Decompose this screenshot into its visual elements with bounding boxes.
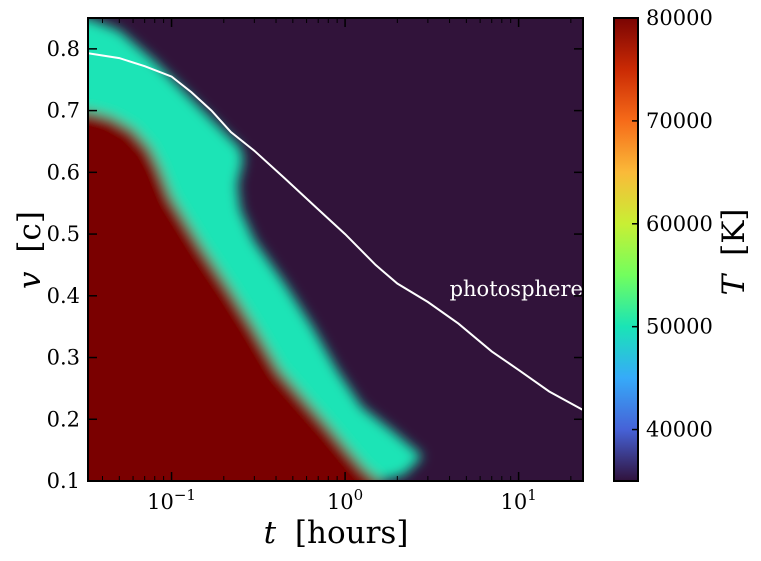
x-tick-label: 100 — [327, 486, 363, 514]
colorbar-tick-label: 50000 — [646, 315, 713, 339]
y-axis-label-unit: [c] — [12, 211, 48, 253]
colorbar-gradient — [614, 18, 638, 481]
colorbar-tick-label: 70000 — [646, 109, 713, 133]
y-tick-label: 0.6 — [47, 160, 80, 184]
x-tick-exponent: 0 — [354, 486, 364, 504]
photosphere-line — [88, 52, 583, 411]
x-tick-exponent: −1 — [174, 486, 196, 504]
y-axis-label-var: v — [12, 271, 48, 289]
y-tick-label: 0.3 — [47, 346, 80, 370]
colorbar-tick-label: 80000 — [646, 6, 713, 30]
colorbar-label: T [K] — [716, 209, 752, 296]
x-tick-base: 10 — [500, 490, 527, 514]
x-tick-label: 101 — [500, 486, 536, 514]
colorbar-frame — [613, 17, 639, 482]
x-tick-base: 10 — [327, 490, 354, 514]
x-axis-label: t [hours] — [264, 515, 409, 551]
colorbar: 40000 50000 60000 70000 80000 T [K] — [613, 6, 752, 482]
y-tick-label: 0.7 — [47, 99, 80, 123]
photosphere-annotation: photosphere — [450, 277, 583, 301]
x-tick-exponent: 1 — [527, 486, 537, 504]
plot-frame — [87, 17, 584, 482]
y-axis-label: v [c] — [12, 211, 48, 289]
y-axis-ticks: 0.1 0.2 0.3 0.4 0.5 0.6 0.7 0.8 — [47, 37, 583, 493]
x-tick-base: 10 — [147, 490, 174, 514]
hot-region — [88, 110, 381, 481]
y-tick-label: 0.8 — [47, 37, 80, 61]
colorbar-tick-label: 60000 — [646, 212, 713, 236]
colorbar-label-unit: [K] — [716, 209, 752, 256]
x-axis-label-unit: [hours] — [295, 515, 409, 551]
y-tick-label: 0.4 — [47, 284, 80, 308]
x-axis-ticks: 10−1 100 101 — [101, 18, 572, 514]
temperature-field — [88, 18, 583, 481]
colorbar-tick-label: 40000 — [646, 418, 713, 442]
heatmap-plot: photosphere 10−1 100 101 0.10.20.30.40.50.… — [47, 17, 584, 514]
y-tick-label: 0.1 — [47, 469, 80, 493]
y-tick-label: 0.2 — [47, 407, 80, 431]
colorbar-ticks: 40000 50000 60000 70000 80000 — [632, 6, 713, 442]
y-tick-label: 0.5 — [47, 222, 80, 246]
colorbar-label-var: T — [716, 272, 752, 295]
x-tick-label: 10−1 — [147, 486, 196, 514]
x-axis-label-var: t — [264, 515, 277, 551]
